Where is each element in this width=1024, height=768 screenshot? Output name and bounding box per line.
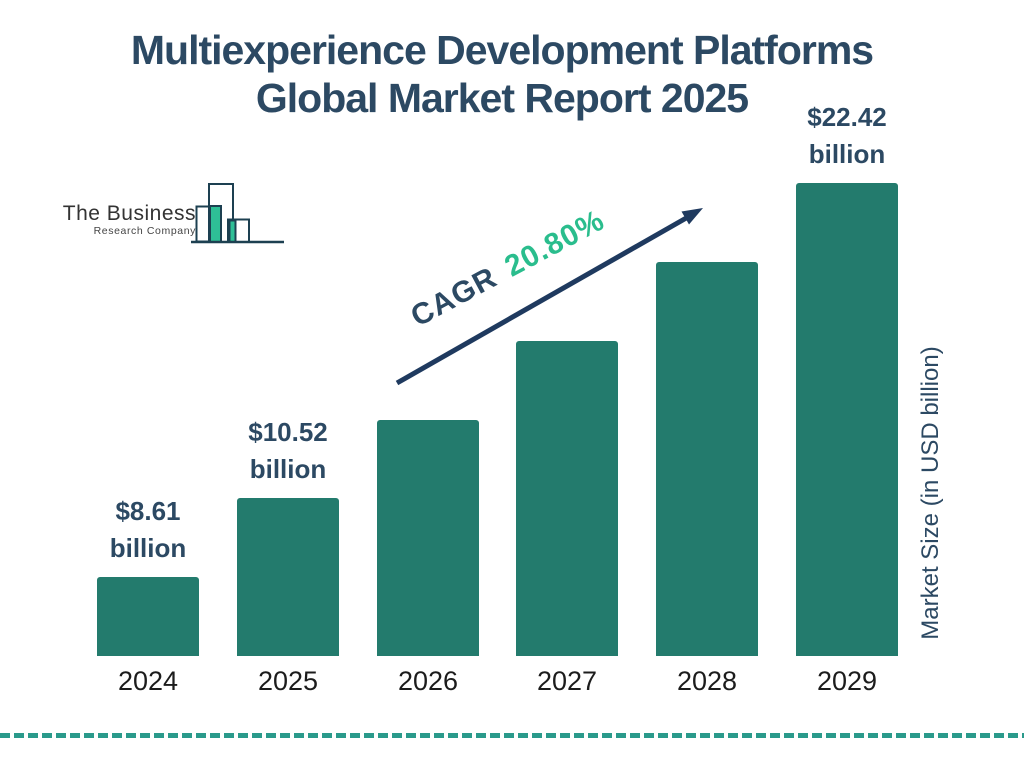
- value-unit: billion: [808, 139, 886, 169]
- bar-2026: [377, 420, 479, 656]
- title-line-1: Multiexperience Development Platforms: [130, 27, 874, 73]
- bar-chart-logo-icon: [191, 183, 284, 244]
- bar-2028: [656, 262, 758, 656]
- value-amount: $8.61: [115, 496, 181, 526]
- value-amount: $10.52: [248, 417, 328, 447]
- value-label-2025: $10.52 billion: [203, 414, 373, 488]
- title-line-2: Global Market Report 2025: [255, 75, 749, 121]
- bar-2025: [237, 498, 339, 656]
- value-unit: billion: [109, 533, 187, 563]
- bar-2027: [516, 341, 618, 656]
- cagr-label: CAGR: [405, 260, 503, 334]
- bar-2029: [796, 183, 898, 656]
- value-label-2029: $22.42 billion: [762, 99, 932, 173]
- value-unit: billion: [249, 454, 327, 484]
- value-amount: $22.42: [807, 102, 887, 132]
- bar-2024: [97, 577, 199, 656]
- cagr-value: 20.80%: [499, 203, 611, 284]
- x-tick-label-2029: 2029: [816, 666, 878, 696]
- y-axis-label: Market Size (in USD billion): [917, 346, 944, 640]
- x-tick-label-2028: 2028: [676, 666, 738, 696]
- x-tick-label-2024: 2024: [117, 666, 179, 696]
- x-tick-label-2027: 2027: [536, 666, 598, 696]
- cagr-annotation: CAGR20.80%: [394, 198, 622, 341]
- x-tick-label-2025: 2025: [257, 666, 319, 696]
- company-subname: Research Company: [93, 225, 196, 237]
- page-title: Multiexperience Development Platforms Gl…: [0, 26, 1004, 122]
- company-logo-text: The Business Research Company: [58, 202, 196, 238]
- x-tick-label-2026: 2026: [397, 666, 459, 696]
- bottom-dashed-divider: [0, 733, 1024, 738]
- value-label-2024: $8.61 billion: [63, 493, 233, 567]
- company-name: The Business: [62, 202, 196, 225]
